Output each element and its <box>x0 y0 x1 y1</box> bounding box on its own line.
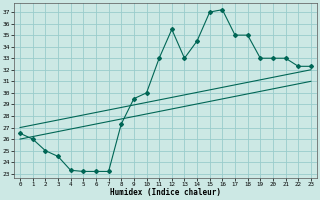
X-axis label: Humidex (Indice chaleur): Humidex (Indice chaleur) <box>110 188 221 197</box>
